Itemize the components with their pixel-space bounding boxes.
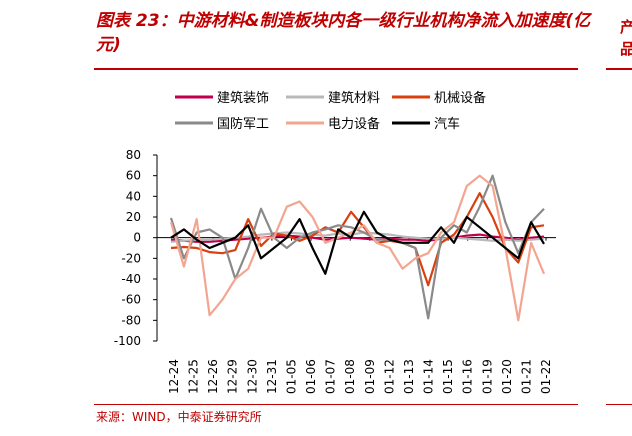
neighbor-source-rule [606, 404, 632, 405]
source-note: 来源：WIND，中泰证券研究所 [96, 410, 262, 424]
neighbor-title-fragment: 产品 [620, 18, 632, 58]
x-tick-label: 01-13 [402, 359, 416, 394]
series-line-5 [170, 210, 545, 275]
x-tick-label: 01-09 [363, 359, 377, 394]
series-line-0 [170, 233, 545, 243]
y-tick-label: -40 [121, 272, 141, 286]
y-axis: 80 60 40 20 0 -20 -40 -60 -80 -100 [114, 148, 158, 348]
series-line-4 [169, 174, 546, 322]
x-tick-label: 12-26 [206, 359, 220, 394]
y-tick-label: 40 [126, 189, 141, 203]
x-tick-label: 01-16 [461, 359, 475, 394]
legend-label: 国防军工 [217, 116, 269, 132]
x-tick-label: 12-24 [167, 359, 181, 394]
x-tick-label: 01-21 [519, 359, 533, 394]
y-tick-label: 60 [126, 169, 141, 183]
y-tick-label: 0 [133, 231, 141, 245]
legend-label: 建筑装饰 [217, 90, 269, 106]
chart-title: 图表 23：中游材料&制造板块内各一级行业机构净流入加速度(亿元) [96, 11, 591, 55]
y-tick-label: -100 [114, 334, 141, 348]
x-tick-label: 01-08 [343, 359, 357, 394]
x-tick-label: 01-19 [480, 359, 494, 394]
x-tick-label: 01-07 [324, 359, 338, 394]
x-axis: 12-24 12-25 12-26 12-29 12-30 12-31 01-05 01-06… [157, 237, 556, 394]
y-tick-label: -80 [121, 313, 141, 327]
legend-label: 建筑材料 [328, 90, 380, 106]
legend-label: 机械设备 [434, 90, 486, 106]
legend-label: 汽车 [434, 116, 460, 132]
series-line-3 [169, 174, 545, 320]
y-tick-label: -20 [121, 251, 141, 265]
series-lines [169, 174, 546, 322]
x-tick-label: 01-05 [284, 359, 298, 394]
y-tick-label: 20 [126, 210, 141, 224]
x-tick-label: 01-12 [382, 359, 396, 394]
x-tick-label: 12-31 [265, 359, 279, 394]
x-tick-label: 01-14 [422, 359, 436, 394]
y-tick-label: -60 [121, 293, 141, 307]
neighbor-title-rule [606, 68, 632, 70]
x-tick-label: 01-22 [539, 359, 553, 394]
series-line-2 [170, 192, 545, 287]
x-tick-label: 01-06 [304, 359, 318, 394]
x-tick-label: 01-20 [500, 359, 514, 394]
y-tick-label: 80 [126, 148, 141, 162]
x-tick-label: 12-29 [226, 359, 240, 394]
legend-label: 电力设备 [328, 116, 380, 132]
x-tick-label: 01-15 [441, 359, 455, 394]
x-tick-label: 12-30 [245, 359, 259, 394]
x-tick-label: 12-25 [187, 359, 201, 394]
source-rule [94, 404, 578, 405]
title-rule [94, 68, 578, 70]
